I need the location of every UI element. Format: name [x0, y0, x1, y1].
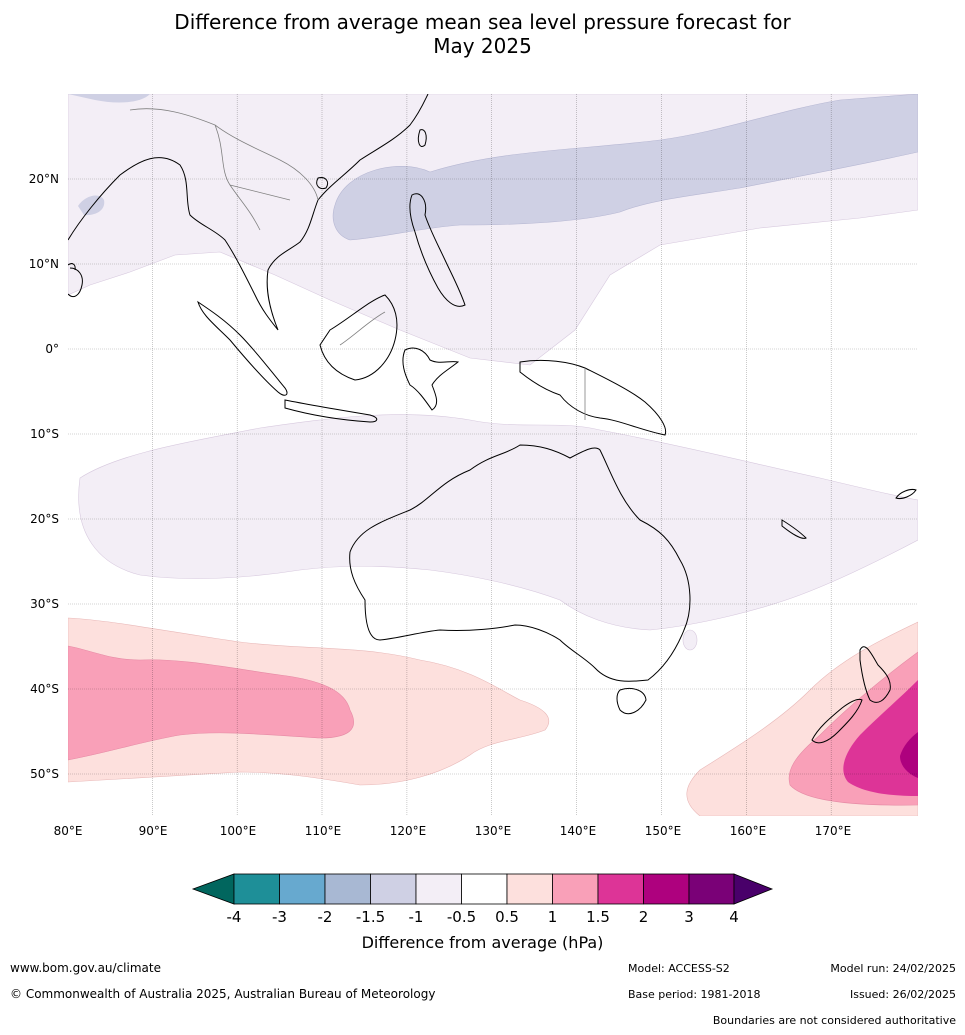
colorbar-tick: -1 — [409, 908, 424, 926]
longitude-labels: 80°E 90°E 100°E 110°E 120°E 130°E 140°E … — [54, 824, 852, 838]
colorbar-tick: 3 — [684, 908, 694, 926]
borneo-coastline — [319, 294, 398, 381]
colorbar-tick: -4 — [227, 908, 242, 926]
colorbar-swatch-10 — [688, 873, 735, 905]
title-line-1: Difference from average mean sea level p… — [174, 10, 791, 34]
lat-label-20n: 20°N — [29, 172, 59, 186]
anomaly-small-patch — [682, 629, 698, 651]
lon-label-110e: 110°E — [305, 824, 342, 838]
colorbar-swatch-3 — [370, 873, 417, 905]
anomaly-southeast-deep — [900, 732, 918, 778]
se-asia-borders — [129, 108, 319, 231]
colorbar-under-arrow — [191, 873, 235, 905]
lat-label-40s: 40°S — [30, 682, 59, 696]
lat-label-10n: 10°N — [29, 257, 59, 271]
colorbar-tick: 0.5 — [495, 908, 519, 926]
colorbar-tick: 1 — [548, 908, 558, 926]
sumatra-coastline — [197, 300, 288, 396]
latitude-labels: 20°N 10°N 0° 10°S 20°S 30°S 40°S 50°S — [29, 172, 59, 781]
anomaly-west-lilac — [78, 195, 105, 216]
india-coastline — [68, 267, 83, 298]
lat-label-20s: 20°S — [30, 512, 59, 526]
new-guinea-coastline — [519, 359, 667, 436]
java-coastline — [284, 399, 378, 423]
fiji — [895, 489, 917, 499]
graticule — [68, 94, 918, 816]
new-zealand-north — [859, 646, 891, 703]
asia-mainland-coastline — [68, 94, 429, 331]
colorbar — [191, 873, 774, 905]
colorbar-swatch-7 — [552, 873, 599, 905]
website-link[interactable]: www.bom.gov.au/climate — [10, 961, 161, 975]
colorbar-swatch-2 — [324, 873, 371, 905]
colorbar-swatch-1 — [279, 873, 326, 905]
lon-label-150e: 150°E — [645, 824, 682, 838]
disclaimer-text: Boundaries are not considered authoritat… — [712, 1014, 956, 1027]
lat-label-10s: 10°S — [30, 427, 59, 441]
lat-label-30s: 30°S — [30, 597, 59, 611]
model-text: Model: ACCESS-S2 — [628, 962, 730, 975]
sulawesi-coastline — [402, 347, 460, 411]
lon-label-160e: 160°E — [730, 824, 767, 838]
sri-lanka-coastline — [68, 263, 76, 271]
anomaly-north-lilac — [332, 94, 918, 241]
copyright-text: © Commonwealth of Australia 2025, Austra… — [10, 987, 436, 1001]
model-run-text: Model run: 24/02/2025 — [830, 962, 956, 975]
colorbar-swatch-8 — [597, 873, 644, 905]
lon-label-140e: 140°E — [560, 824, 597, 838]
base-period-text: Base period: 1981-2018 — [628, 988, 761, 1001]
colorbar-ticks: -4 -3 -2 -1.5 -1 -0.5 0.5 1 1.5 2 3 4 — [227, 908, 739, 926]
australia-coastline — [349, 444, 691, 682]
lon-label-90e: 90°E — [139, 824, 168, 838]
issued-text: Issued: 26/02/2025 — [849, 988, 956, 1001]
hainan-coastline — [316, 177, 329, 189]
anomaly-topleft-lilac — [68, 94, 150, 103]
colorbar-tick: -0.5 — [447, 908, 476, 926]
anomaly-southeast-magenta — [843, 680, 918, 796]
taiwan-coastline — [417, 129, 427, 147]
lon-label-80e: 80°E — [54, 824, 83, 838]
coastlines — [68, 94, 917, 744]
anomaly-south-band — [78, 414, 918, 631]
colorbar-swatch-9 — [643, 873, 690, 905]
lon-label-120e: 120°E — [390, 824, 427, 838]
title-line-2: May 2025 — [433, 34, 532, 58]
map-title: Difference from average mean sea level p… — [0, 10, 965, 58]
philippines-coastline — [409, 193, 466, 307]
colorbar-over-arrow — [733, 873, 774, 905]
lat-label-0: 0° — [45, 342, 59, 356]
colorbar-tick: -2 — [318, 908, 333, 926]
tasmania-coastline — [616, 687, 647, 715]
anomaly-southwest-pink — [68, 645, 354, 761]
lon-label-130e: 130°E — [475, 824, 512, 838]
lon-label-100e: 100°E — [220, 824, 257, 838]
borneo-border — [339, 311, 386, 346]
colorbar-tick: 2 — [639, 908, 649, 926]
colorbar-swatch-0 — [233, 873, 280, 905]
colorbar-tick: 4 — [729, 908, 739, 926]
colorbar-tick: -3 — [272, 908, 287, 926]
lon-label-170e: 170°E — [815, 824, 852, 838]
anomaly-fields — [68, 94, 918, 816]
colorbar-title: Difference from average (hPa) — [361, 933, 604, 952]
colorbar-tick: 1.5 — [586, 908, 610, 926]
colorbar-swatch-6 — [506, 873, 553, 905]
new-caledonia — [781, 519, 807, 539]
country-borders — [129, 108, 586, 420]
new-zealand-south — [811, 699, 863, 744]
colorbar-swatch-5 — [461, 873, 508, 905]
lat-label-50s: 50°S — [30, 767, 59, 781]
colorbar-swatch-4 — [415, 873, 462, 905]
colorbar-tick: -1.5 — [356, 908, 385, 926]
